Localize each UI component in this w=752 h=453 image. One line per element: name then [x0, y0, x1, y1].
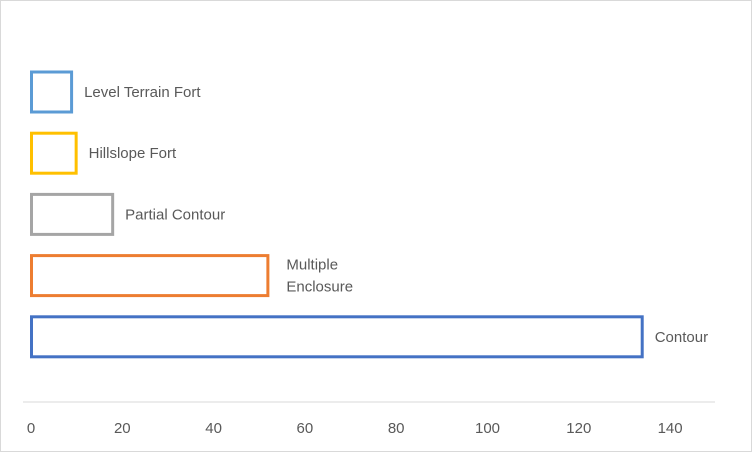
- bar-labels-layer: Level Terrain Fort Hillslope Fort Partial …: [84, 84, 708, 346]
- x-tick-label: 80: [388, 420, 405, 437]
- x-tick-label: 20: [114, 420, 131, 437]
- bar-contour: [30, 315, 644, 359]
- x-tick-labels: 0 20 40 60 80 100 120 140: [27, 420, 683, 437]
- bar-label: Contour: [655, 329, 708, 346]
- bar-multiple-enclosure: [30, 254, 270, 298]
- bar-label: Level Terrain Fort: [84, 84, 201, 101]
- bar-level-terrain-fort: [30, 70, 74, 114]
- bars-layer: [30, 70, 644, 359]
- x-tick-label: 60: [297, 420, 314, 437]
- bar-label: Multiple: [286, 257, 338, 274]
- bar-hillslope-fort: [30, 131, 78, 175]
- bar-partial-contour: [30, 192, 115, 236]
- bar-label: Hillslope Fort: [89, 145, 177, 162]
- bar-label: Enclosure: [286, 279, 353, 296]
- x-tick-label: 120: [566, 420, 591, 437]
- x-tick-label: 40: [205, 420, 222, 437]
- x-tick-label: 0: [27, 420, 35, 437]
- bar-label: Partial Contour: [125, 206, 225, 223]
- x-tick-label: 140: [658, 420, 683, 437]
- x-tick-label: 100: [475, 420, 500, 437]
